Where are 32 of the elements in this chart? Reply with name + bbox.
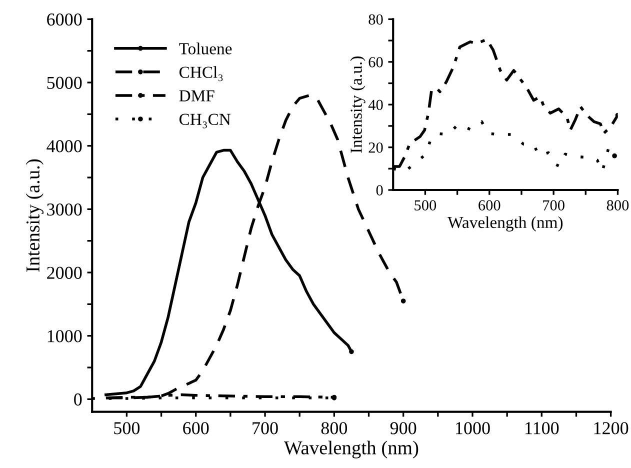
x-axis-title: Wavelength (nm) [284,440,418,458]
y-axis-title: Intensity (a.u.) [350,56,366,153]
y-tick-label: 20 [368,142,383,153]
y-tick-label: 60 [368,57,383,68]
x-tick-label: 500 [414,200,436,210]
y-tick-label: 3000 [47,203,82,216]
x-tick-label: 600 [478,200,500,210]
y-tick-label: 5000 [47,76,82,89]
x-tick-label: 1200 [594,422,628,434]
legend-label: CHCl₃ [179,66,223,82]
x-tick-label: 600 [183,422,209,434]
y-tick-label: 40 [368,100,383,110]
x-tick-label: 1000 [456,422,490,434]
x-tick-label: 700 [252,422,278,434]
y-tick-label: 1000 [48,330,82,342]
y-tick-label: 6000 [47,13,82,26]
x-tick-label: 700 [543,200,564,210]
y-axis-title: Intensity (a.u.) [26,159,44,272]
y-tick-label: 80 [368,14,383,25]
legend-label: DMF [179,90,214,102]
x-tick-label: 1100 [526,422,559,434]
legend-label: CH₃CN [179,114,231,128]
y-tick-label: 4000 [46,140,82,152]
x-tick-label: 900 [390,422,416,434]
legend-label: Toluene [179,42,232,54]
x-tick-label: 800 [321,422,348,434]
y-tick-label: 0 [74,393,82,406]
y-tick-label: 0 [376,185,383,196]
x-tick-label: 500 [114,422,140,434]
x-tick-label: 800 [606,200,629,210]
y-tick-label: 2000 [47,266,82,279]
x-axis-title: Wavelength (nm) [448,216,563,232]
